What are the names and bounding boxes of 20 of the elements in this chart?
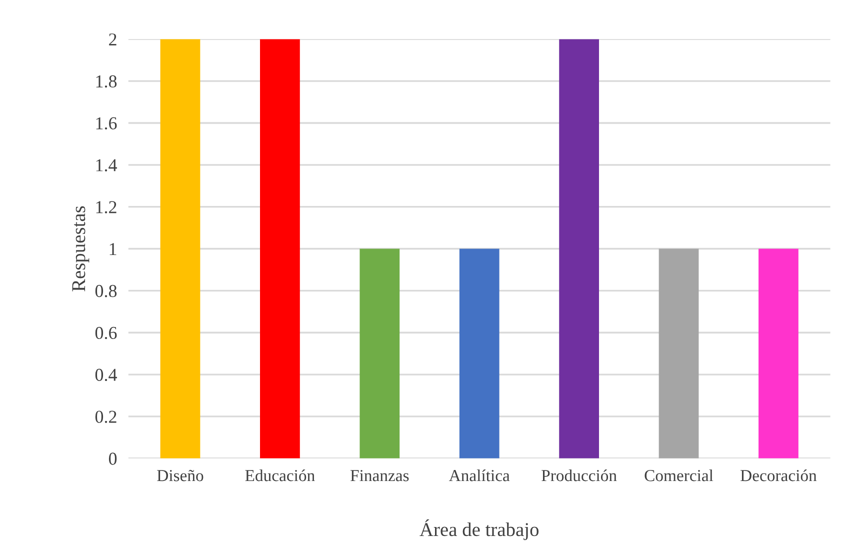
x-axis-title: Área de trabajo [420,519,539,540]
y-tick-label: 2 [109,33,116,46]
y-tick-label: 1 [110,243,116,256]
x-tick-label: Educación [245,469,315,482]
y-tick-label: 0.6 [95,326,117,340]
x-tick-label: Analítica [448,469,510,482]
x-tick-label: Diseño [157,470,204,482]
y-tick-label: 1.6 [96,117,117,130]
x-tick-label: Comercial [644,469,714,482]
x-tick-label: Finanzas [350,470,409,482]
x-tick-label: Decoración [740,469,817,482]
y-tick-label: 0.4 [95,368,118,382]
x-tick-label: Producción [542,469,617,482]
y-tick-label: 1.2 [96,201,116,214]
y-tick-label: 1.4 [96,159,118,172]
y-tick-label: 0 [108,452,117,465]
y-tick-label: 0.2 [95,410,116,423]
y-axis-title: Respuestas [72,206,90,292]
y-tick-label: 0.8 [95,284,117,298]
y-tick-label: 1.8 [96,75,117,88]
